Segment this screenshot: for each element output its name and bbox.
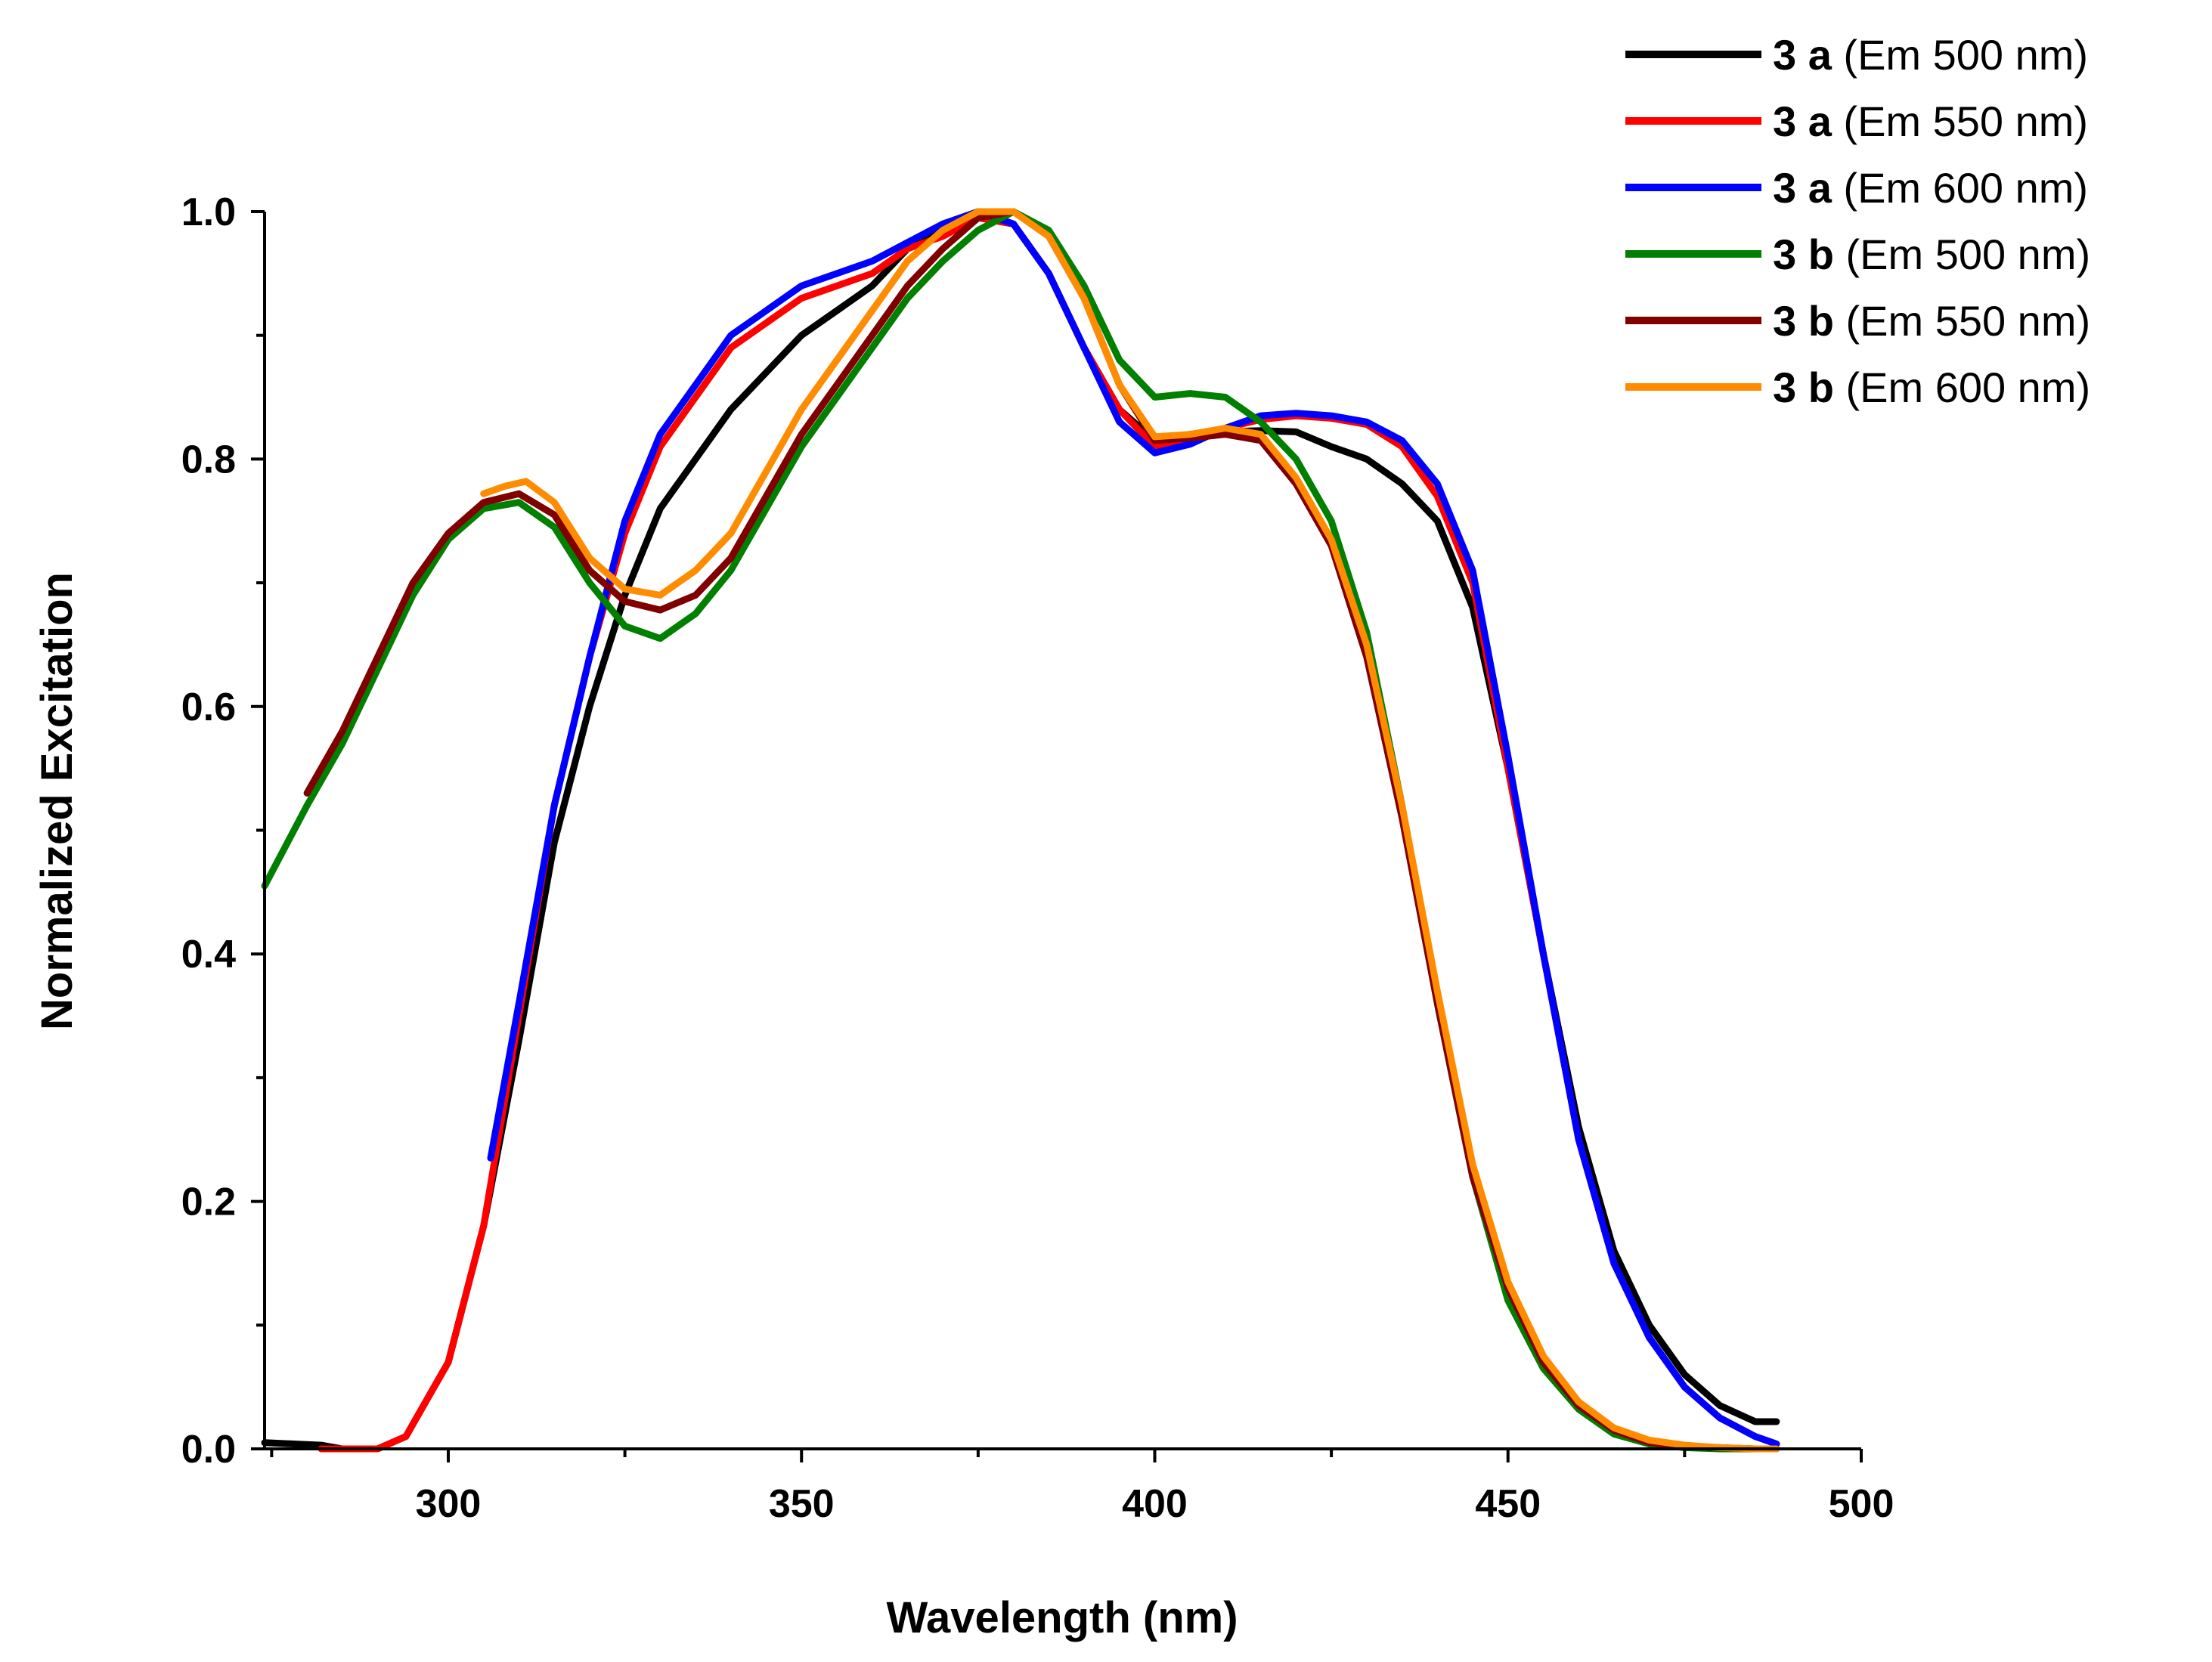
x-tick-label: 450	[1475, 1482, 1541, 1526]
series-line-1	[261, 208, 1780, 1453]
y-axis-title: Normalized Excitation	[33, 572, 82, 1030]
legend-label-6: 3 b (Em 600 nm)	[1773, 364, 2090, 411]
legend-label-1: 3 a (Em 500 nm)	[1773, 31, 2088, 79]
series-line-2	[318, 214, 1780, 1453]
y-tick-label: 1.0	[181, 190, 236, 234]
series-line-4	[261, 208, 1780, 1453]
legend: 3 a (Em 500 nm) 3 a (Em 550 nm) 3 a (Em 60…	[1625, 31, 2090, 411]
legend-label-5: 3 b (Em 550 nm)	[1773, 297, 2090, 345]
legend-label-3: 3 a (Em 600 nm)	[1773, 164, 2088, 212]
legend-label-4: 3 b (Em 500 nm)	[1773, 231, 2090, 278]
legend-label-2: 3 a (Em 550 nm)	[1773, 97, 2088, 145]
y-tick-label: 0.8	[181, 438, 236, 481]
series-line-3	[487, 208, 1780, 1447]
x-tick-label: 350	[769, 1482, 835, 1526]
series-line-5	[303, 208, 1780, 1453]
y-tick-label: 0.4	[181, 933, 236, 976]
y-tick-label: 0.2	[181, 1181, 236, 1224]
x-tick-label: 400	[1122, 1482, 1188, 1526]
ticks: 300 350 400 450 500 0.0 0.2 0.4 0.6 0.8 1.0	[181, 190, 1894, 1526]
x-tick-label: 500	[1829, 1482, 1894, 1526]
x-axis-title: Wavelength (nm)	[886, 1593, 1238, 1642]
series-layer	[261, 208, 1780, 1453]
x-tick-label: 300	[416, 1482, 482, 1526]
y-tick-label: 0.0	[181, 1428, 236, 1472]
y-tick-label: 0.6	[181, 686, 236, 729]
series-line-6	[480, 208, 1780, 1453]
